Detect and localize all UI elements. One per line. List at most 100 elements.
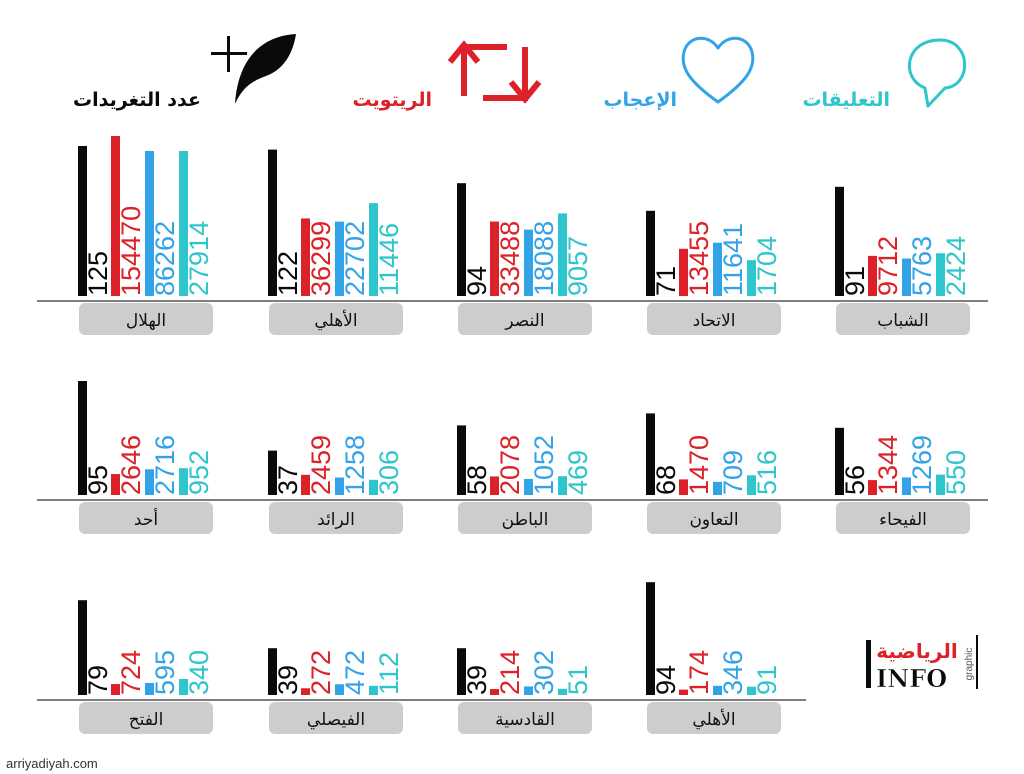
- logo-info: INFO: [876, 664, 947, 693]
- legend-label-likes: الإعجاب: [603, 89, 677, 111]
- team-label-box: [269, 303, 403, 335]
- legend: التعليقات الإعجاب الريتويت عدد التغريدات: [73, 34, 967, 111]
- value-label-retweets: 36299: [306, 221, 336, 296]
- value-label-tweets: 37: [273, 465, 303, 495]
- bar-retweets: [301, 474, 310, 495]
- bar-comments: [558, 476, 567, 495]
- team-label: الأهلي: [314, 310, 357, 331]
- team-label: الأهلي: [692, 709, 735, 730]
- team-label-box: [458, 702, 592, 734]
- value-label-likes: 2716: [150, 435, 180, 495]
- team-label: التعاون: [689, 510, 738, 530]
- team-label: الفيحاء: [879, 510, 927, 530]
- team-label: الفيصلي: [307, 710, 365, 730]
- bar-retweets: [111, 136, 120, 296]
- bar-tweets: [78, 146, 87, 296]
- value-label-likes: 86262: [150, 221, 180, 296]
- value-label-comments: 550: [941, 450, 971, 495]
- bar-comments: [747, 475, 756, 495]
- bar-tweets: [268, 450, 277, 495]
- value-label-comments: 9057: [563, 236, 593, 296]
- footer-url: arriyadiyah.com: [6, 756, 98, 771]
- value-label-likes: 302: [529, 650, 559, 695]
- team-label: القادسية: [495, 710, 555, 730]
- value-label-likes: 472: [340, 650, 370, 695]
- value-label-likes: 5763: [907, 236, 937, 296]
- value-label-comments: 306: [374, 450, 404, 495]
- bar-retweets: [490, 221, 499, 296]
- bar-comments: [179, 151, 188, 296]
- value-label-comments: 91: [752, 665, 782, 695]
- bar-likes: [902, 258, 911, 296]
- bar-comments: [179, 678, 188, 695]
- bar-retweets: [490, 476, 499, 495]
- team-label-box: [647, 303, 781, 335]
- value-label-retweets: 724: [116, 650, 146, 695]
- logo-tag: graphic: [964, 648, 975, 681]
- bar-retweets: [111, 474, 120, 495]
- bar-likes: [524, 478, 533, 495]
- team-label-box: [458, 502, 592, 534]
- logo: الرياضية INFO graphic: [866, 635, 978, 693]
- team-label-box: [836, 303, 970, 335]
- team-label-box: [269, 502, 403, 534]
- value-label-tweets: 71: [651, 266, 681, 296]
- bar-likes: [335, 684, 344, 695]
- team-label: النصر: [504, 311, 544, 331]
- speech-bubble-icon: [908, 38, 967, 108]
- bar-likes: [524, 686, 533, 695]
- team-label: الشباب: [877, 311, 928, 331]
- bar-tweets: [835, 427, 844, 495]
- bar-comments: [936, 474, 945, 495]
- value-label-comments: 11446: [374, 223, 404, 296]
- value-label-tweets: 39: [462, 665, 492, 695]
- bar-likes: [713, 685, 722, 695]
- bar-comments: [179, 468, 188, 495]
- value-label-tweets: 56: [840, 465, 870, 495]
- value-label-retweets: 2459: [306, 435, 336, 495]
- bar-tweets: [457, 648, 466, 695]
- value-label-retweets: 2646: [116, 435, 146, 495]
- bar-comments: [747, 260, 756, 296]
- legend-label-tweets: عدد التغريدات: [73, 89, 201, 111]
- value-label-retweets: 272: [306, 650, 336, 695]
- value-label-likes: 595: [150, 650, 180, 695]
- team-label: الاتحاد: [693, 311, 736, 331]
- bar-likes: [335, 477, 344, 495]
- bar-likes: [713, 481, 722, 495]
- bar-retweets: [301, 218, 310, 296]
- bar-retweets: [679, 248, 688, 296]
- value-label-tweets: 94: [651, 665, 681, 695]
- team-label: الباطن: [502, 510, 549, 530]
- bar-tweets: [457, 425, 466, 495]
- value-label-tweets: 94: [462, 266, 492, 296]
- value-label-comments: 2424: [941, 236, 971, 296]
- value-label-likes: 18088: [529, 221, 559, 296]
- logo-brand: الرياضية: [876, 639, 957, 663]
- team-label-box: [836, 502, 970, 534]
- value-label-likes: 1258: [340, 435, 370, 495]
- bar-likes: [335, 221, 344, 296]
- bar-comments: [936, 253, 945, 296]
- value-label-retweets: 33488: [495, 221, 525, 296]
- team-label: الرائد: [317, 510, 355, 530]
- value-label-retweets: 154470: [116, 206, 146, 296]
- value-label-tweets: 58: [462, 465, 492, 495]
- bar-tweets: [646, 210, 655, 296]
- bar-tweets: [457, 183, 466, 296]
- bar-likes: [902, 477, 911, 495]
- value-label-retweets: 2078: [495, 435, 525, 495]
- retweet-icon: [447, 40, 542, 104]
- value-label-likes: 346: [718, 650, 748, 695]
- bar-comments: [369, 203, 378, 296]
- bar-comments: [747, 686, 756, 695]
- value-label-likes: 1052: [529, 435, 559, 495]
- team-label-box: [647, 702, 781, 734]
- value-label-comments: 51: [563, 665, 593, 695]
- value-label-likes: 1269: [907, 435, 937, 495]
- value-label-retweets: 13455: [684, 221, 714, 296]
- bar-tweets: [646, 582, 655, 695]
- team-label-box: [647, 502, 781, 534]
- team-label: الهلال: [126, 311, 166, 331]
- value-label-tweets: 68: [651, 465, 681, 495]
